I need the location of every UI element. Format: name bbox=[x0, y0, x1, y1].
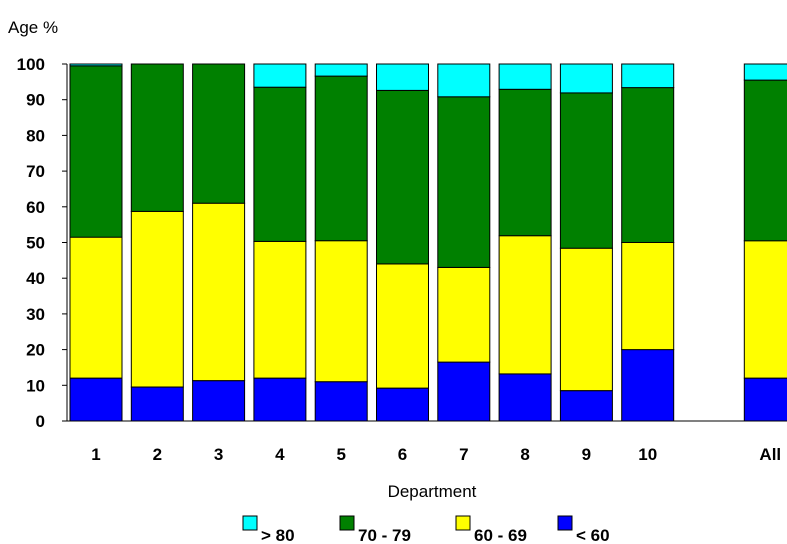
bar-segment bbox=[130, 63, 184, 212]
bar-segment bbox=[253, 377, 307, 422]
y-tick-label: 50 bbox=[26, 234, 45, 253]
bar-segment bbox=[314, 63, 368, 77]
y-tick-label: 0 bbox=[36, 412, 45, 431]
bar-segment bbox=[743, 377, 787, 422]
bar-segment bbox=[192, 202, 246, 382]
x-tick-label: All bbox=[759, 445, 781, 464]
y-axis-title: Age % bbox=[8, 18, 58, 37]
x-tick-label: 1 bbox=[91, 445, 100, 464]
bar-segment bbox=[559, 390, 613, 422]
legend-swatch bbox=[242, 515, 258, 531]
y-tick-label: 100 bbox=[17, 55, 45, 74]
bar-segment bbox=[253, 86, 307, 242]
legend-swatch bbox=[557, 515, 573, 531]
bar-segment bbox=[314, 240, 368, 383]
bar-segment bbox=[621, 349, 675, 422]
bar-segment bbox=[498, 63, 552, 90]
legend-swatch bbox=[339, 515, 355, 531]
bar-segment bbox=[559, 247, 613, 392]
y-tick-label: 10 bbox=[26, 376, 45, 395]
y-tick-label: 60 bbox=[26, 198, 45, 217]
bar-segment bbox=[253, 240, 307, 379]
legend: > 80 70 - 79 60 - 69 < 60 bbox=[242, 515, 610, 544]
bar-segment bbox=[498, 235, 552, 375]
legend-label: > 80 bbox=[261, 526, 295, 544]
bar-segment bbox=[314, 381, 368, 422]
bar-segment bbox=[376, 89, 429, 265]
x-tick-label: 3 bbox=[214, 445, 223, 464]
x-axis-title: Department bbox=[388, 482, 477, 501]
bar-segment bbox=[437, 361, 491, 422]
bar-segment bbox=[743, 240, 787, 379]
x-tick-label: 5 bbox=[336, 445, 345, 464]
bar-segment bbox=[376, 263, 429, 389]
bar-segment bbox=[376, 63, 429, 91]
x-tick-label: 6 bbox=[398, 445, 407, 464]
bar-segment bbox=[621, 242, 675, 351]
legend-label: < 60 bbox=[576, 526, 610, 544]
bar-segment bbox=[559, 63, 613, 94]
bar-segment bbox=[314, 75, 368, 242]
bar-segment bbox=[498, 373, 552, 422]
bar-segment bbox=[192, 380, 246, 422]
bar-segment bbox=[130, 386, 184, 422]
bar-segment bbox=[437, 267, 491, 363]
bar-segment bbox=[376, 387, 429, 422]
x-tick-label: 8 bbox=[520, 445, 529, 464]
x-tick-label: 9 bbox=[582, 445, 591, 464]
legend-label: 60 - 69 bbox=[474, 526, 527, 544]
bar-segment bbox=[437, 96, 491, 268]
y-tick-label: 20 bbox=[26, 341, 45, 360]
bar-segment bbox=[192, 63, 246, 204]
y-tick-label: 30 bbox=[26, 305, 45, 324]
bar-segment bbox=[743, 79, 787, 242]
x-tick-label: 2 bbox=[153, 445, 162, 464]
bar-segment bbox=[69, 63, 123, 67]
legend-swatch bbox=[455, 515, 471, 531]
bar-segment bbox=[69, 65, 123, 238]
bar-segment bbox=[130, 210, 184, 388]
bar-segment bbox=[559, 92, 613, 249]
bar-segment bbox=[621, 63, 675, 89]
x-tick-label: 7 bbox=[459, 445, 468, 464]
y-axis-ticks: 0 10 20 30 40 50 60 70 80 90 100 bbox=[17, 55, 67, 431]
bar-segment bbox=[621, 87, 675, 243]
x-tick-label: 4 bbox=[275, 445, 285, 464]
y-tick-label: 40 bbox=[26, 269, 45, 288]
bar-segment bbox=[69, 377, 123, 422]
x-tick-label: 10 bbox=[638, 445, 657, 464]
y-tick-label: 90 bbox=[26, 91, 45, 110]
bar-segment bbox=[437, 63, 491, 98]
y-tick-label: 80 bbox=[26, 126, 45, 145]
bar-segment bbox=[69, 236, 123, 379]
bar-segment bbox=[498, 88, 552, 237]
legend-label: 70 - 79 bbox=[358, 526, 411, 544]
bar-segment bbox=[743, 63, 787, 81]
plot-area bbox=[66, 63, 787, 422]
x-axis-ticks: 1 2 3 4 5 6 7 8 9 10 All bbox=[91, 445, 781, 464]
bar-segment bbox=[253, 63, 307, 88]
y-tick-label: 70 bbox=[26, 162, 45, 181]
